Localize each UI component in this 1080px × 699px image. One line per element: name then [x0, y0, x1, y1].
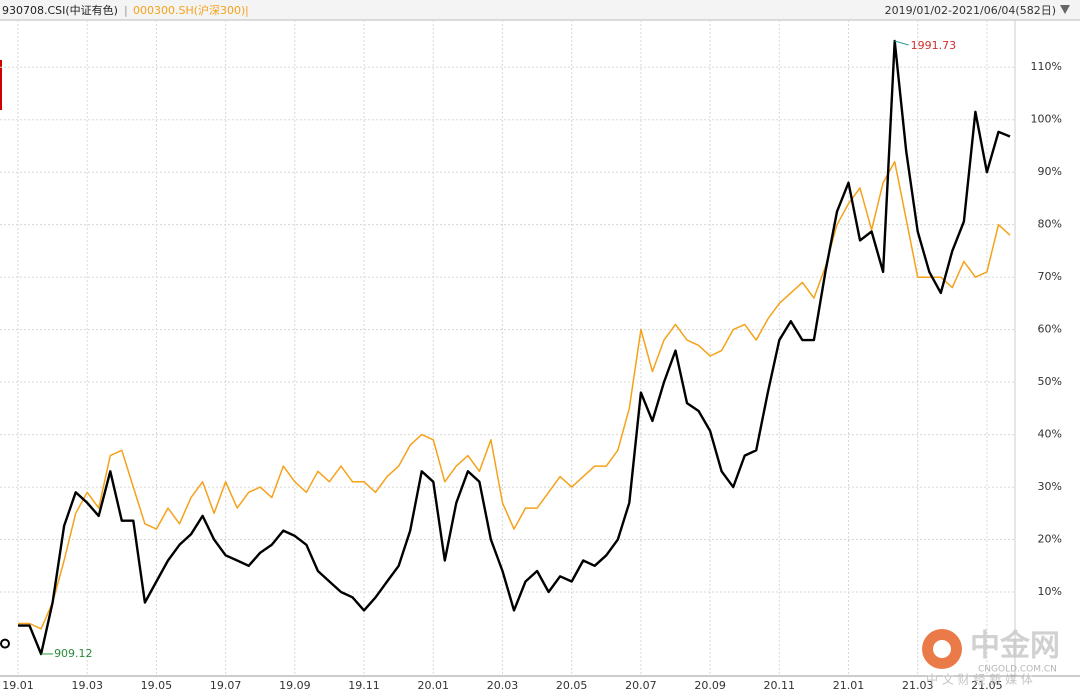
legend-entry: 000300.SH(沪深300) — [133, 3, 245, 17]
y-tick-label: 100% — [1031, 113, 1062, 126]
separator: | — [124, 4, 128, 17]
series-line — [18, 39, 1011, 656]
separator: | — [245, 4, 249, 17]
y-tick-label: 20% — [1038, 533, 1062, 546]
watermark-logo: 中金网 — [970, 629, 1060, 664]
x-tick-label: 20.01 — [418, 679, 450, 692]
x-tick-label: 20.07 — [625, 679, 657, 692]
y-tick-label: 60% — [1038, 323, 1062, 336]
x-tick-label: 20.09 — [694, 679, 726, 692]
y-tick-label: 50% — [1038, 375, 1062, 388]
header-bar — [0, 0, 1080, 20]
x-tick-label: 20.11 — [764, 679, 796, 692]
legend-entry: 930708.CSI(中证有色) — [2, 3, 118, 17]
x-tick-label: 20.05 — [556, 679, 588, 692]
watermark-slogan: 中 文 财 经 新 媒 体 — [926, 672, 1033, 687]
annotation-leader — [894, 40, 909, 46]
start-marker — [0, 638, 10, 649]
x-tick-label: 20.03 — [487, 679, 519, 692]
x-tick-label: 19.11 — [348, 679, 380, 692]
watermark-url: CNGOLD.COM.CN — [978, 665, 1057, 675]
annotation-high: 1991.73 — [911, 39, 957, 52]
y-tick-label: 90% — [1038, 165, 1062, 178]
y-tick-label: 40% — [1038, 428, 1062, 441]
annotation-low: 909.12 — [54, 647, 92, 660]
watermark-logo-hole — [933, 640, 951, 658]
y-tick-label: 10% — [1038, 585, 1062, 598]
y-tick-label: 70% — [1038, 270, 1062, 283]
y-tick-label: 30% — [1038, 480, 1062, 493]
x-tick-label: 19.09 — [279, 679, 311, 692]
x-tick-label: 19.05 — [141, 679, 173, 692]
x-tick-label: 19.07 — [210, 679, 242, 692]
x-tick-label: 21.01 — [833, 679, 865, 692]
y-tick-label: 110% — [1031, 60, 1062, 73]
x-tick-label: 19.03 — [71, 679, 103, 692]
x-tick-label: 19.01 — [2, 679, 34, 692]
side-marker — [0, 60, 2, 110]
dropdown-icon[interactable] — [1060, 5, 1070, 14]
x-tick-label: 21.03 — [902, 679, 934, 692]
x-tick-label: 21.05 — [971, 679, 1003, 692]
y-tick-label: 80% — [1038, 218, 1062, 231]
date-range: 2019/01/02-2021/06/04(582日) — [885, 4, 1056, 17]
series-line — [18, 160, 1011, 630]
watermark: 中金网 CNGOLD.COM.CN 中 文 财 经 新 媒 体 — [922, 629, 1060, 687]
